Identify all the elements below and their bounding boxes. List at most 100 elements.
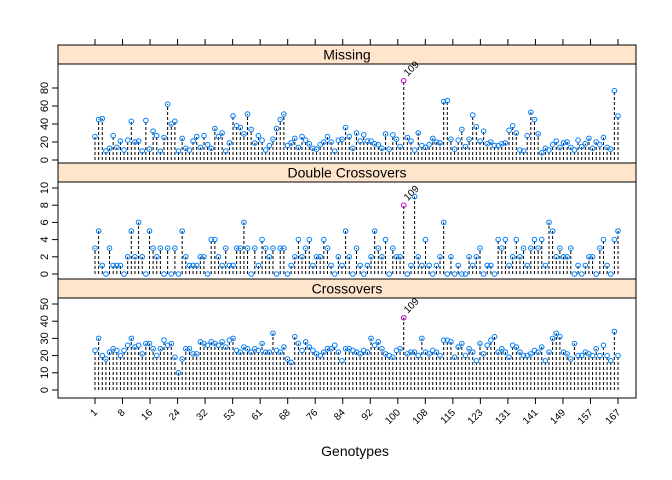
- data-point: [586, 253, 592, 260]
- data-point: [444, 271, 451, 277]
- data-point: [277, 349, 284, 355]
- data-point: [578, 352, 585, 359]
- top-axis-ticks: [94, 39, 619, 45]
- data-point: [571, 271, 578, 277]
- data-point: [364, 138, 371, 144]
- data-point: [128, 335, 135, 342]
- data-point: [110, 132, 116, 139]
- data-point: [215, 253, 222, 260]
- data-point: [157, 148, 164, 154]
- data-point: [535, 349, 541, 355]
- data-point: [331, 148, 338, 154]
- data-point: [615, 352, 621, 359]
- data-point: [419, 262, 425, 269]
- data-point: [284, 142, 291, 149]
- x-tick-label: 68: [277, 407, 293, 423]
- data-point: [444, 97, 451, 104]
- y-tick-label: 6: [39, 219, 51, 225]
- data-point: [139, 351, 146, 357]
- data-point: [132, 253, 138, 260]
- data-point: [335, 253, 342, 260]
- data-point: [611, 236, 618, 243]
- data-point: [95, 335, 102, 342]
- data-point: [215, 133, 222, 140]
- data-point: [204, 271, 211, 277]
- data-point: [459, 126, 465, 133]
- data-point: [437, 352, 443, 359]
- data-point: [172, 245, 178, 251]
- highlight-point: [400, 78, 407, 84]
- data-point: [335, 137, 342, 143]
- data-point: [477, 340, 483, 347]
- data-point: [92, 245, 98, 251]
- data-point: [317, 352, 323, 359]
- data-point: [513, 130, 520, 136]
- data-point: [277, 245, 284, 251]
- data-point: [259, 236, 265, 243]
- data-point: [113, 347, 120, 354]
- data-point: [350, 271, 356, 277]
- data-point: [281, 111, 287, 117]
- data-point: [313, 146, 320, 152]
- data-point: [291, 333, 298, 340]
- data-point: [429, 271, 436, 277]
- data-point: [255, 347, 262, 354]
- data-point: [299, 133, 305, 140]
- data-point: [99, 352, 106, 359]
- data-point: [575, 352, 581, 359]
- data-point: [153, 132, 160, 139]
- data-point: [433, 262, 440, 269]
- data-point: [520, 245, 527, 251]
- data-point: [506, 354, 512, 361]
- data-point: [353, 245, 360, 251]
- data-point: [506, 127, 512, 134]
- data-point: [426, 351, 432, 357]
- data-point: [440, 337, 447, 343]
- data-point: [244, 345, 251, 352]
- data-point: [321, 349, 327, 355]
- data-point: [135, 219, 142, 226]
- data-point: [121, 271, 127, 277]
- data-point: [593, 271, 600, 277]
- data-point: [495, 349, 501, 355]
- data-point: [498, 345, 505, 352]
- data-point: [535, 131, 541, 137]
- data-point: [513, 344, 520, 350]
- data-point: [469, 262, 476, 269]
- data-point: [408, 349, 414, 355]
- data-point: [393, 253, 400, 260]
- data-point: [172, 118, 178, 125]
- data-point: [230, 335, 236, 342]
- data-point: [611, 87, 618, 94]
- series-points: 109: [92, 183, 621, 277]
- data-point: [324, 133, 331, 140]
- x-tick-label: 16: [140, 407, 156, 423]
- data-point: [364, 349, 371, 355]
- x-tick-label: 141: [521, 407, 541, 427]
- data-point: [230, 113, 236, 119]
- data-point: [589, 253, 596, 260]
- data-point: [542, 357, 549, 364]
- data-point: [459, 340, 465, 347]
- data-point: [480, 128, 487, 134]
- data-point: [408, 138, 414, 144]
- data-point: [121, 347, 127, 354]
- data-point: [135, 138, 142, 144]
- data-point: [150, 345, 156, 352]
- data-point: [106, 145, 113, 152]
- data-point: [429, 135, 436, 142]
- data-point: [480, 271, 487, 277]
- data-point: [277, 116, 284, 123]
- data-point: [95, 116, 102, 123]
- data-point: [150, 245, 156, 251]
- data-point: [517, 349, 523, 355]
- data-point: [375, 141, 382, 148]
- data-point: [390, 245, 396, 251]
- data-point: [295, 340, 302, 347]
- data-point: [241, 131, 247, 137]
- y-axis: 0 20 40 60 80: [39, 82, 58, 163]
- data-point: [103, 271, 109, 277]
- data-point: [397, 253, 403, 260]
- data-point: [153, 253, 160, 260]
- data-point: [571, 340, 578, 347]
